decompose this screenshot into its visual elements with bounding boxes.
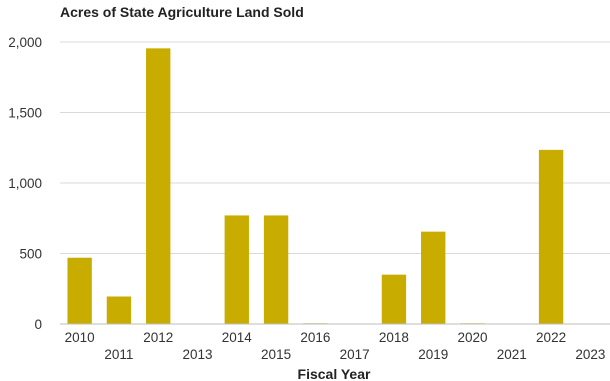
x-tick-label: 2012 (143, 330, 173, 345)
x-tick-label: 2016 (300, 330, 330, 345)
bar-2014[interactable] (224, 215, 249, 324)
x-tick-label: 2022 (536, 330, 566, 345)
x-tick-label: 2023 (575, 347, 605, 362)
x-tick-label: 2015 (261, 347, 291, 362)
bar-2011[interactable] (106, 296, 132, 324)
y-tick-label: 0 (34, 317, 42, 332)
x-tick-label: 2019 (418, 347, 448, 362)
y-tick-label: 500 (19, 247, 42, 262)
x-tick-label: 2020 (457, 330, 487, 345)
bar-2015[interactable] (263, 215, 289, 324)
chart-title: Acres of State Agriculture Land Sold (60, 4, 304, 20)
bar-2012[interactable] (146, 48, 171, 324)
y-axis-ticks: 0 500 1,000 1,500 2,000 (8, 35, 42, 332)
bar-2022[interactable] (538, 149, 564, 324)
x-tick-label: 2013 (182, 347, 212, 362)
bar-2010[interactable] (67, 257, 92, 324)
bar-2019[interactable] (421, 231, 446, 324)
x-axis-label: Fiscal Year (298, 366, 371, 381)
x-tick-label: 2011 (104, 347, 133, 362)
x-tick-label: 2010 (65, 330, 95, 345)
x-tick-label: 2021 (497, 347, 527, 362)
x-tick-label: 2018 (379, 330, 409, 345)
y-tick-label: 2,000 (8, 35, 42, 50)
gridlines (60, 41, 610, 254)
bar-2018[interactable] (381, 274, 407, 324)
y-tick-label: 1,000 (8, 176, 42, 191)
x-axis-ticks: 2010 2011 2012 2013 2014 2015 2016 2017 2018 2019… (65, 330, 606, 362)
x-tick-label: 2017 (340, 347, 370, 362)
y-tick-label: 1,500 (8, 106, 42, 121)
bars (67, 48, 564, 325)
x-tick-label: 2014 (222, 330, 253, 345)
